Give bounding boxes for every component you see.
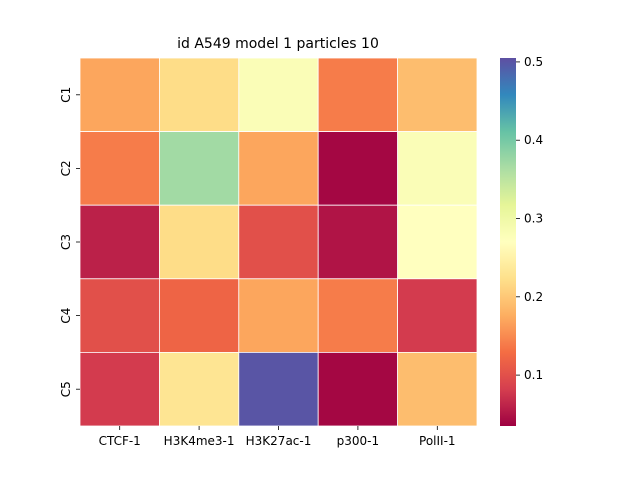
- x-axis: CTCF-1 H3K4me3-1 H3K27ac-1 p300-1 PolII-1: [99, 426, 456, 448]
- colorbar: [500, 58, 516, 426]
- y-tick-label: C3: [59, 234, 73, 250]
- y-tick-label: C2: [59, 160, 73, 176]
- heatmap-cell: [238, 351, 319, 427]
- heatmap-cell: [317, 278, 399, 353]
- heatmap-cell: [158, 57, 240, 132]
- heatmap-cell: [238, 131, 319, 206]
- colorbar-tick-label: 0.4: [524, 133, 543, 147]
- x-tick-label: PolII-1: [419, 434, 456, 448]
- heatmap-cell: [158, 278, 240, 353]
- heatmap-cell: [79, 57, 160, 132]
- heatmap-cell: [317, 57, 399, 132]
- heatmap-cell: [397, 57, 478, 132]
- x-tick-label: H3K4me3-1: [164, 434, 235, 448]
- heatmap-cell: [238, 57, 319, 132]
- heatmap-cell: [397, 204, 478, 280]
- heatmap-cell: [158, 351, 240, 427]
- y-axis: C1 C2 C3 C4 C5: [59, 87, 80, 397]
- colorbar-tick-label: 0.5: [524, 55, 543, 69]
- colorbar-tick-label: 0.3: [524, 212, 543, 226]
- colorbar-axis: 0.1 0.2 0.3 0.4 0.5: [516, 55, 543, 382]
- heatmap-cell: [79, 351, 160, 427]
- heatmap-cell: [79, 278, 160, 353]
- heatmap-cell: [317, 131, 399, 206]
- heatmap-cell: [158, 204, 240, 280]
- y-tick-label: C4: [59, 308, 73, 324]
- chart-title: id A549 model 1 particles 10: [177, 36, 379, 52]
- heatmap-cell: [397, 351, 478, 427]
- y-tick-label: C5: [59, 381, 73, 397]
- heatmap-cell: [317, 351, 399, 427]
- heatmap-cells: [79, 57, 478, 427]
- heatmap-cell: [317, 204, 399, 280]
- heatmap-cell: [238, 204, 319, 280]
- y-tick-label: C1: [59, 87, 73, 103]
- colorbar-tick-label: 0.1: [524, 368, 543, 382]
- x-tick-label: p300-1: [337, 434, 380, 448]
- colorbar-tick-label: 0.2: [524, 290, 543, 304]
- x-tick-label: CTCF-1: [99, 434, 141, 448]
- heatmap-cell: [79, 204, 160, 280]
- heatmap-cell: [397, 278, 478, 353]
- heatmap-cell: [79, 131, 160, 206]
- heatmap-cell: [397, 131, 478, 206]
- x-tick-label: H3K27ac-1: [246, 434, 312, 448]
- heatmap-cell: [238, 278, 319, 353]
- heatmap-cell: [158, 131, 240, 206]
